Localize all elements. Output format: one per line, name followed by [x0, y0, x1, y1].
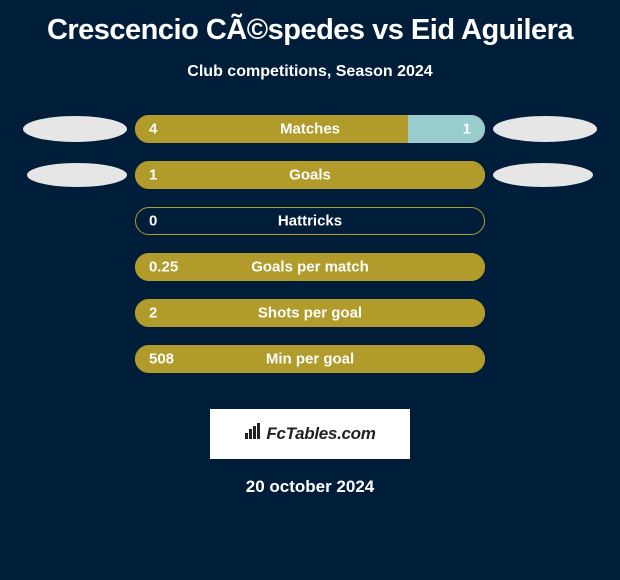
stat-value-left: 2 — [149, 305, 157, 322]
stat-row: 4 1 Matches — [0, 115, 620, 143]
stat-bar: 4 1 Matches — [135, 115, 485, 143]
stat-value-left: 0.25 — [149, 259, 178, 276]
stat-bar: 1 Goals — [135, 161, 485, 189]
subtitle: Club competitions, Season 2024 — [0, 49, 620, 95]
stat-value-left: 1 — [149, 167, 157, 184]
stat-bar: 508 Min per goal — [135, 345, 485, 373]
stat-label: Matches — [280, 121, 340, 138]
stat-label: Hattricks — [278, 213, 342, 230]
date-label: 20 october 2024 — [0, 459, 620, 515]
stat-bar: 0.25 Goals per match — [135, 253, 485, 281]
stat-value-left: 4 — [149, 121, 157, 138]
bar-fill-left — [135, 115, 408, 143]
bars-icon — [244, 423, 264, 444]
player-marker-left — [23, 116, 127, 142]
stat-row: 0 Hattricks — [0, 207, 620, 235]
logo-box: FcTables.com — [210, 409, 410, 459]
player-marker-left — [27, 163, 127, 187]
stat-value-left: 508 — [149, 351, 174, 368]
page-title: Crescencio CÃ©spedes vs Eid Aguilera — [0, 8, 620, 49]
stat-label: Min per goal — [266, 351, 354, 368]
stat-row: 0.25 Goals per match — [0, 253, 620, 281]
stat-bar: 0 Hattricks — [135, 207, 485, 235]
logo-text: FcTables.com — [266, 424, 375, 444]
stat-value-left: 0 — [149, 213, 157, 230]
stat-value-right: 1 — [463, 121, 471, 138]
player-marker-right — [493, 163, 593, 187]
stat-label: Goals per match — [251, 259, 369, 276]
player-marker-right — [493, 116, 597, 142]
stat-label: Shots per goal — [258, 305, 362, 322]
comparison-infographic: Crescencio CÃ©spedes vs Eid Aguilera Clu… — [0, 0, 620, 515]
bar-fill-right — [408, 115, 485, 143]
stat-row: 508 Min per goal — [0, 345, 620, 373]
stat-bar: 2 Shots per goal — [135, 299, 485, 327]
comparison-chart: 4 1 Matches 1 Goals 0 Hattricks 0.25 Goals per m… — [0, 95, 620, 401]
logo: FcTables.com — [244, 424, 375, 445]
stat-row: 1 Goals — [0, 161, 620, 189]
stat-label: Goals — [289, 167, 331, 184]
stat-row: 2 Shots per goal — [0, 299, 620, 327]
